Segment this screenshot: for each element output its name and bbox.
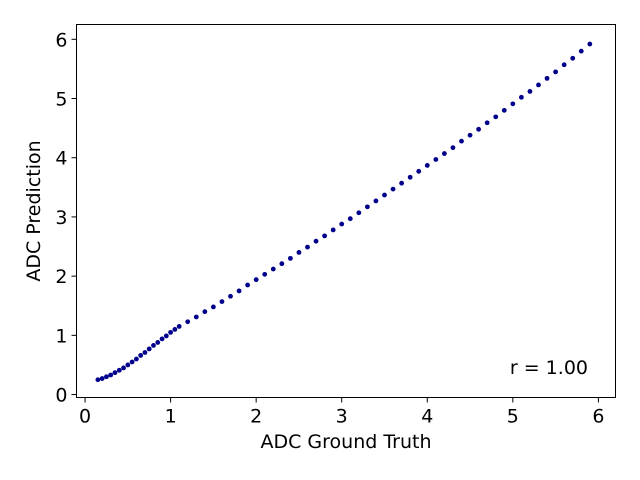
data-point bbox=[104, 374, 109, 380]
data-point bbox=[296, 250, 302, 255]
data-point bbox=[424, 163, 430, 168]
data-point bbox=[518, 94, 524, 100]
points-layer bbox=[95, 41, 593, 383]
data-point bbox=[172, 327, 178, 332]
data-point bbox=[501, 107, 507, 113]
data-point bbox=[407, 174, 413, 180]
data-point bbox=[155, 340, 161, 345]
data-point bbox=[467, 132, 473, 138]
y-tick-label: 6 bbox=[55, 29, 67, 51]
data-point bbox=[219, 299, 225, 304]
data-point bbox=[305, 244, 310, 250]
x-tick-label: 6 bbox=[592, 406, 604, 428]
data-point bbox=[433, 157, 439, 162]
data-point bbox=[185, 319, 191, 325]
data-point bbox=[476, 126, 482, 132]
data-point bbox=[553, 69, 559, 75]
data-point bbox=[151, 343, 156, 348]
y-tick-label: 5 bbox=[55, 89, 67, 111]
data-point bbox=[116, 367, 122, 373]
x-tick-label: 2 bbox=[250, 406, 262, 428]
data-point bbox=[193, 314, 199, 320]
x-tick-label: 0 bbox=[79, 406, 91, 428]
data-point bbox=[176, 324, 182, 329]
data-point bbox=[279, 261, 285, 267]
data-point bbox=[587, 41, 593, 47]
data-point bbox=[142, 350, 148, 355]
data-point bbox=[416, 168, 422, 174]
data-point bbox=[129, 359, 135, 365]
correlation-annotation: r = 1.00 bbox=[510, 357, 588, 379]
data-point bbox=[578, 48, 584, 54]
y-tick-label: 3 bbox=[55, 207, 67, 229]
data-point bbox=[202, 309, 208, 315]
plot-frame bbox=[76, 24, 616, 398]
data-point bbox=[356, 210, 362, 216]
data-point bbox=[108, 372, 114, 378]
data-point bbox=[95, 377, 101, 383]
data-point bbox=[527, 89, 533, 94]
data-point bbox=[313, 238, 319, 244]
data-point bbox=[210, 304, 216, 310]
data-point bbox=[168, 329, 174, 335]
data-point bbox=[262, 271, 268, 277]
x-axis: 0 1 2 3 4 5 6 bbox=[79, 397, 604, 428]
data-point bbox=[484, 120, 490, 126]
data-point bbox=[373, 198, 379, 204]
data-point bbox=[138, 353, 144, 358]
data-point bbox=[125, 362, 131, 368]
data-point bbox=[390, 186, 396, 192]
x-axis-label: ADC Ground Truth bbox=[260, 431, 431, 453]
data-point bbox=[561, 62, 567, 68]
data-point bbox=[364, 204, 370, 210]
x-tick-label: 1 bbox=[165, 406, 177, 428]
data-point bbox=[121, 365, 126, 371]
data-point bbox=[133, 356, 139, 362]
y-tick-label: 0 bbox=[55, 385, 67, 407]
y-tick-label: 4 bbox=[55, 148, 67, 170]
data-point bbox=[441, 151, 447, 156]
data-point bbox=[163, 333, 169, 339]
data-point bbox=[347, 216, 353, 222]
data-point bbox=[253, 277, 259, 283]
data-point bbox=[450, 145, 456, 151]
y-tick-label: 2 bbox=[55, 266, 67, 288]
data-point bbox=[112, 370, 118, 376]
y-axis: 0 1 2 3 4 5 6 bbox=[55, 29, 77, 407]
data-point bbox=[544, 75, 550, 81]
data-point bbox=[510, 101, 516, 107]
data-point bbox=[339, 221, 345, 227]
y-axis-label: ADC Prediction bbox=[23, 140, 45, 281]
x-tick-label: 3 bbox=[336, 406, 348, 428]
data-point bbox=[146, 346, 152, 352]
x-tick-label: 5 bbox=[507, 406, 519, 428]
data-point bbox=[245, 282, 251, 288]
data-point bbox=[270, 266, 276, 272]
data-point bbox=[382, 192, 387, 198]
x-tick-label: 4 bbox=[421, 406, 433, 428]
data-point bbox=[536, 82, 541, 88]
data-point bbox=[236, 288, 242, 294]
data-point bbox=[159, 336, 165, 342]
data-point bbox=[459, 138, 464, 144]
data-point bbox=[570, 55, 576, 61]
y-tick-label: 1 bbox=[55, 325, 67, 347]
data-point bbox=[228, 293, 233, 299]
data-point bbox=[330, 227, 336, 233]
data-point bbox=[322, 233, 328, 239]
data-point bbox=[493, 114, 499, 120]
data-point bbox=[99, 376, 105, 381]
data-point bbox=[399, 180, 405, 186]
data-point bbox=[287, 255, 293, 261]
